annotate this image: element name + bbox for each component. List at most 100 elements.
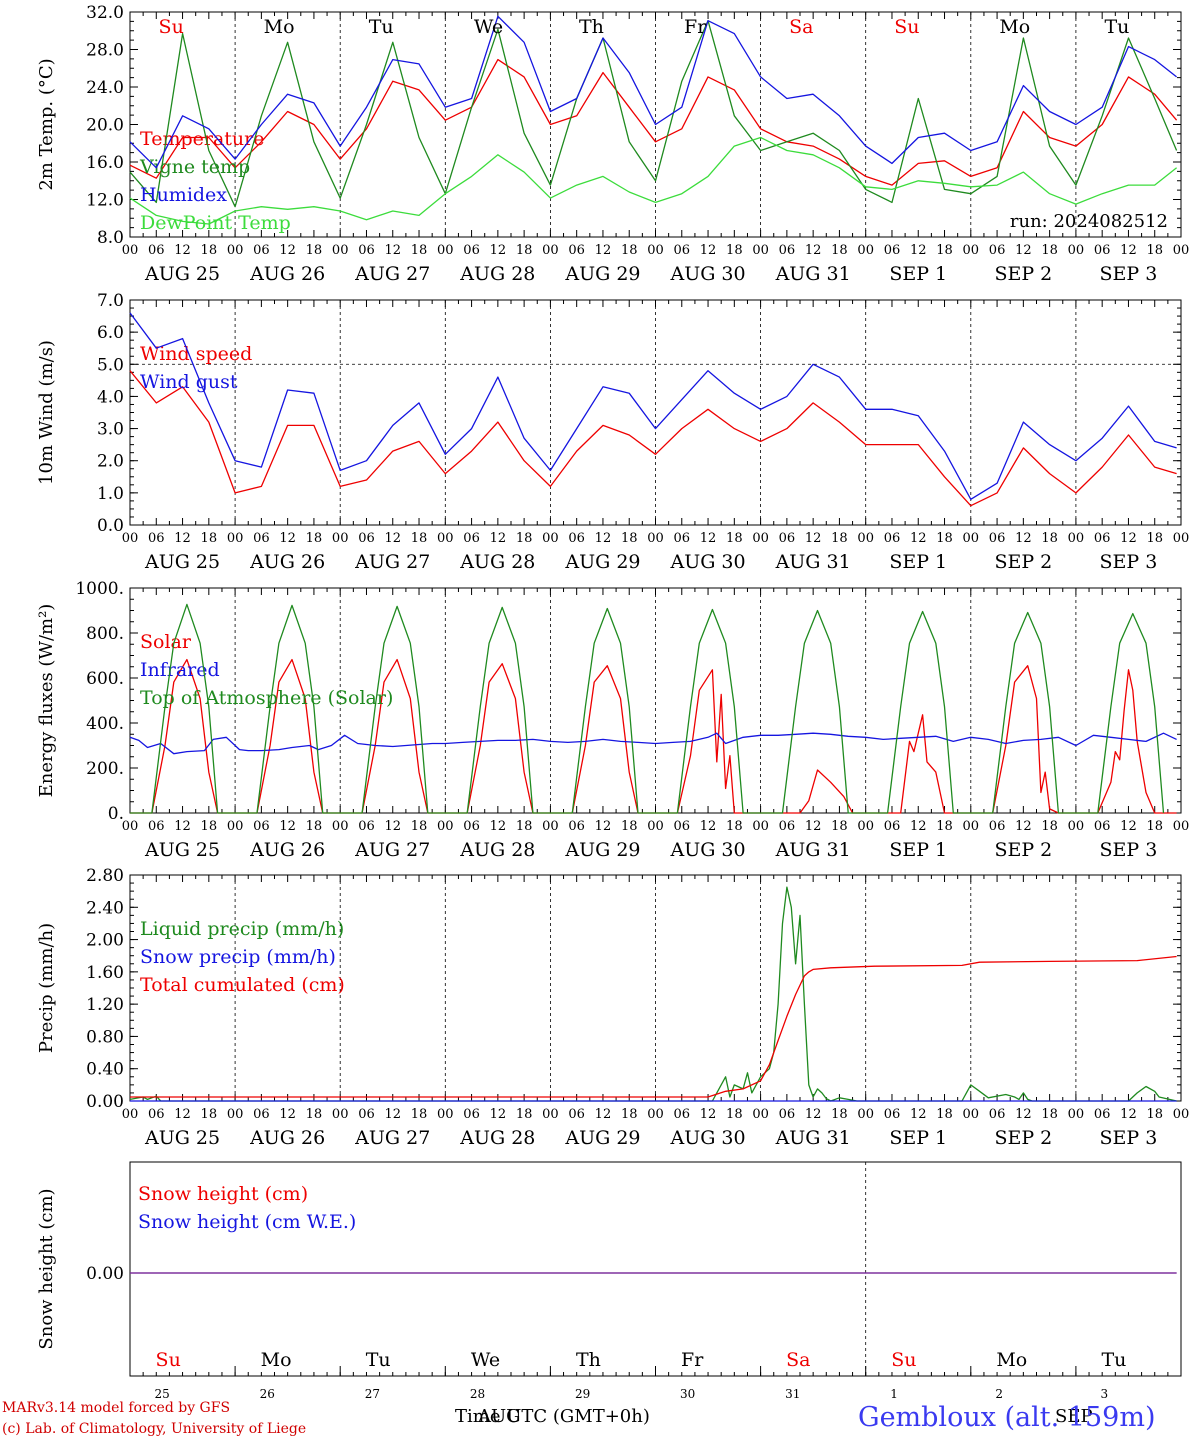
y-axis-label: Energy fluxes (W/m²) [36, 604, 57, 798]
date-label: AUG 27 [354, 1127, 430, 1149]
hour-label: 00 [332, 531, 349, 546]
date-label: AUG 25 [144, 263, 220, 285]
hour-label: 00 [963, 243, 980, 258]
y-tick-label: 1.0 [97, 484, 124, 504]
date-label: SEP 2 [994, 263, 1052, 285]
date-label: SEP 1 [889, 839, 947, 861]
hour-label: 18 [936, 243, 953, 258]
hour-label: 00 [1068, 531, 1085, 546]
hour-label: 00 [752, 1107, 769, 1122]
y-tick-label: 0.80 [86, 1027, 124, 1047]
hour-label: 18 [1146, 1107, 1163, 1122]
hour-label: 00 [857, 819, 874, 834]
run-annotation: run: 2024082512 [1010, 211, 1168, 232]
hour-label: 12 [384, 243, 401, 258]
y-tick-label: 800. [86, 624, 124, 644]
hour-label: 12 [805, 819, 822, 834]
day-name: Sa [786, 1349, 810, 1371]
hour-label: 12 [1015, 819, 1032, 834]
hour-label: 00 [437, 819, 454, 834]
hour-label: 06 [779, 531, 796, 546]
y-tick-label: 4.0 [97, 387, 124, 407]
date-label: AUG 27 [354, 263, 430, 285]
hour-label: 18 [726, 531, 743, 546]
hour-label: 06 [358, 531, 375, 546]
hour-label: 00 [857, 531, 874, 546]
hour-label: 12 [1120, 1107, 1137, 1122]
hour-label: 18 [726, 1107, 743, 1122]
hour-label: 00 [437, 243, 454, 258]
hour-label: 00 [332, 819, 349, 834]
day-name: Tu [1104, 16, 1129, 38]
hour-label: 00 [227, 1107, 244, 1122]
y-tick-label: 400. [86, 714, 124, 734]
series-line [129, 370, 1177, 507]
hour-label: 06 [674, 819, 691, 834]
hour-label: 18 [201, 819, 218, 834]
hour-label: 00 [752, 531, 769, 546]
hour-label: 18 [1041, 531, 1058, 546]
legend-entry: Solar [140, 631, 192, 653]
hour-label: 00 [752, 243, 769, 258]
y-tick-label: 8.0 [97, 228, 124, 248]
date-label: AUG 30 [669, 551, 745, 573]
hour-label: 06 [568, 243, 585, 258]
hour-label: 12 [910, 243, 927, 258]
hour-label: 06 [989, 819, 1006, 834]
date-label: AUG 26 [249, 839, 325, 861]
hour-label: 00 [963, 1107, 980, 1122]
y-tick-label: 24.0 [86, 78, 124, 98]
hour-label: 18 [1146, 531, 1163, 546]
month-label: SEP [1055, 1406, 1093, 1427]
hour-label: 18 [1146, 819, 1163, 834]
y-tick-label: 3.0 [97, 420, 124, 440]
date-label: AUG 26 [249, 263, 325, 285]
hour-label: 12 [384, 1107, 401, 1122]
hour-label: 18 [621, 819, 638, 834]
date-label: AUG 29 [564, 1127, 640, 1149]
day-name: Su [891, 1349, 916, 1371]
hour-label: 06 [884, 243, 901, 258]
hour-label: 12 [490, 819, 507, 834]
date-label: AUG 25 [144, 1127, 220, 1149]
hour-label: 12 [1015, 531, 1032, 546]
y-tick-label: 0.40 [86, 1060, 124, 1080]
date-label: SEP 2 [994, 1127, 1052, 1149]
y-axis-label: 10m Wind (m/s) [36, 340, 57, 485]
day-name: We [474, 16, 503, 38]
hour-label: 00 [542, 531, 559, 546]
hour-label: 06 [463, 819, 480, 834]
series-line [129, 20, 1178, 208]
date-label: SEP 1 [889, 263, 947, 285]
date-label: AUG 30 [669, 839, 745, 861]
date-label: AUG 29 [564, 839, 640, 861]
hour-label: 18 [621, 1107, 638, 1122]
legend-entry: Wind speed [140, 343, 252, 365]
hour-label: 12 [279, 1107, 296, 1122]
hour-label: 12 [1015, 243, 1032, 258]
hour-label: 12 [490, 243, 507, 258]
legend-entry: Infrared [140, 659, 220, 681]
series-line [129, 312, 1177, 500]
legend-entry: Humidex [140, 184, 227, 206]
date-label: AUG 30 [669, 263, 745, 285]
hour-label: 00 [1173, 243, 1190, 258]
day-name: Tu [366, 1349, 391, 1371]
hour-label: 12 [595, 243, 612, 258]
hour-label: 00 [227, 531, 244, 546]
hour-label: 06 [148, 531, 165, 546]
hour-label: 12 [700, 1107, 717, 1122]
date-label: AUG 28 [459, 839, 535, 861]
hour-label: 00 [1173, 531, 1190, 546]
hour-label: 06 [463, 243, 480, 258]
y-tick-label: 1.60 [86, 963, 124, 983]
hour-label: 06 [358, 1107, 375, 1122]
hour-label: 18 [621, 531, 638, 546]
hour-label: 18 [411, 819, 428, 834]
hour-label: 06 [568, 819, 585, 834]
hour-label: 06 [1094, 531, 1111, 546]
hour-label: 18 [306, 819, 323, 834]
hour-label: 00 [332, 1107, 349, 1122]
hour-label: 00 [857, 243, 874, 258]
hour-label: 18 [516, 1107, 533, 1122]
